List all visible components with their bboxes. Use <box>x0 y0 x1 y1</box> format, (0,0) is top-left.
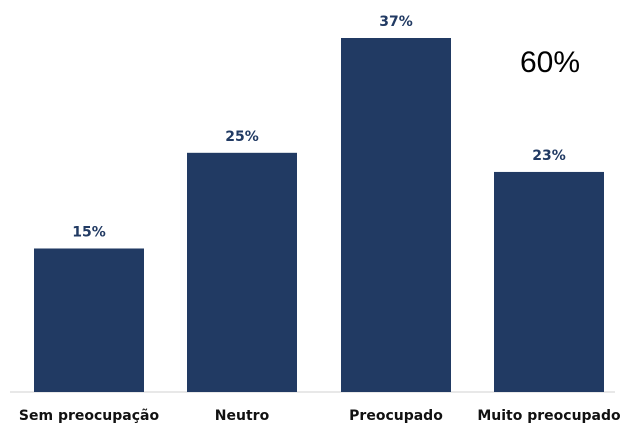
bar-preocupado <box>341 38 451 392</box>
bars-group <box>34 38 604 392</box>
bar-muito-preocupado <box>494 171 604 392</box>
category-label-muito-preocupado: Muito preocupado <box>477 408 621 423</box>
category-labels-group: Sem preocupação Neutro Preocupado Muito pre… <box>19 408 621 423</box>
category-label-neutro: Neutro <box>215 408 270 423</box>
bar-sem-preocupacao <box>34 248 144 392</box>
data-label-sem-preocupacao: 15% <box>72 224 106 240</box>
data-label-neutro: 25% <box>225 129 259 145</box>
category-label-preocupado: Preocupado <box>349 408 443 423</box>
data-labels-group: 15% 25% 37% 23% <box>72 14 566 240</box>
data-label-preocupado: 37% <box>379 14 413 30</box>
data-label-muito-preocupado: 23% <box>532 148 566 164</box>
bar-neutro <box>187 152 297 392</box>
category-label-sem-preocupacao: Sem preocupação <box>19 408 160 423</box>
annotation-text: 60% <box>520 46 580 79</box>
